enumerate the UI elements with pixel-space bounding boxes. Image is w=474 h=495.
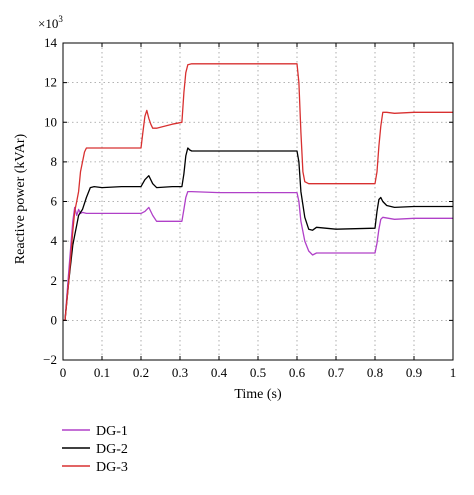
- x-tick-label: 0.9: [406, 365, 422, 380]
- ticks: [62, 42, 454, 361]
- y-multiplier: ×103: [38, 14, 63, 31]
- x-tick-label: 0.4: [211, 365, 228, 380]
- x-tick-label: 0.3: [172, 365, 188, 380]
- x-axis-label: Time (s): [234, 387, 282, 402]
- y-tick-label: 12: [44, 75, 57, 90]
- y-tick-label: 2: [51, 273, 58, 288]
- x-tick-label: 0.2: [133, 365, 149, 380]
- y-tick-label: −2: [43, 352, 57, 367]
- legend-label-dg-1: DG-1: [96, 424, 128, 439]
- tick-labels: 0 0.1 0.2 0.3 0.4 0.5 0.6 0.7 0.8 0.9 1−2024681012…: [43, 35, 456, 380]
- series-layer: [63, 63, 453, 322]
- y-tick-label: 4: [51, 233, 58, 248]
- x-tick-label: 0.6: [289, 365, 306, 380]
- legend: DG-1 DG-2 DG-3: [62, 424, 128, 475]
- y-tick-label: 8: [51, 154, 58, 169]
- y-tick-label: 6: [51, 194, 58, 209]
- x-tick-label: 0.8: [367, 365, 383, 380]
- y-tick-label: 0: [51, 312, 58, 327]
- series-line-dg-3: [63, 63, 453, 322]
- x-tick-label: 1: [450, 365, 457, 380]
- legend-label-dg-3: DG-3: [96, 460, 128, 475]
- x-tick-label: 0.1: [94, 365, 110, 380]
- series-line-dg-2: [63, 147, 453, 322]
- grid: [63, 43, 453, 360]
- x-tick-label: 0.5: [250, 365, 266, 380]
- y-axis-label: Reactive power (kVAr): [13, 133, 28, 264]
- y-tick-label: 14: [44, 35, 58, 50]
- y-multiplier-exponent: 3: [58, 14, 63, 24]
- y-tick-label: 10: [44, 114, 57, 129]
- x-tick-label: 0: [60, 365, 67, 380]
- x-tick-label: 0.7: [328, 365, 345, 380]
- legend-label-dg-2: DG-2: [96, 442, 128, 457]
